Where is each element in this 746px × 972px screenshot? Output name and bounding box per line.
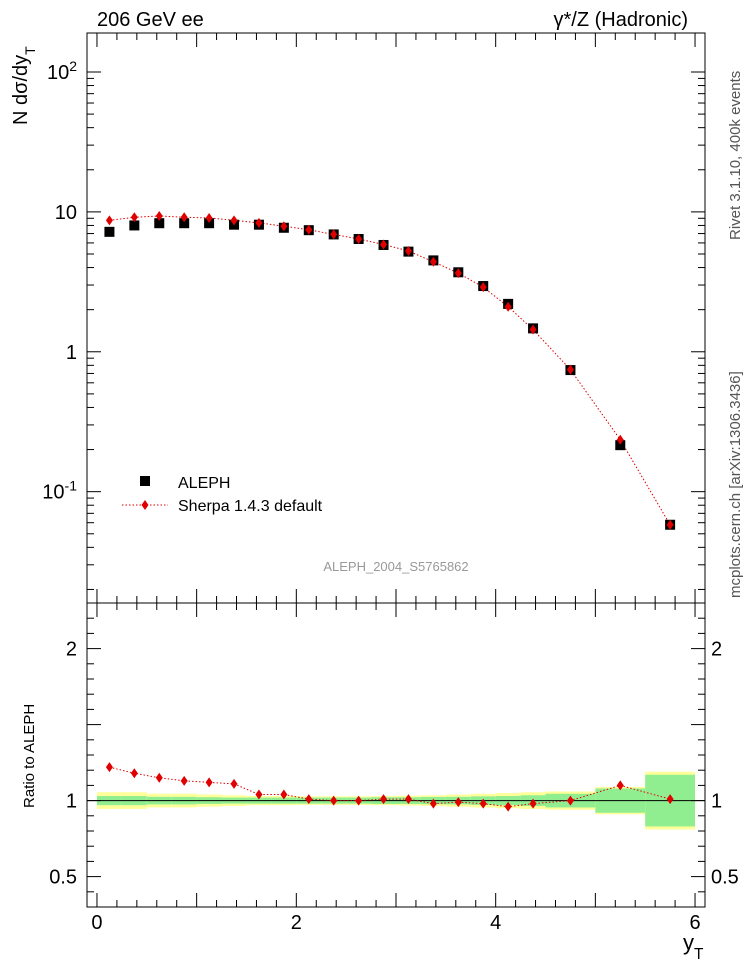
header-right: γ*/Z (Hadronic) xyxy=(554,9,688,31)
sherpa-data-point xyxy=(205,212,213,223)
aleph-data-point xyxy=(179,218,190,229)
ratio-data-point xyxy=(666,794,674,805)
main-y-axis-label: N dσ/dyT xyxy=(10,46,38,125)
aleph-data-point xyxy=(204,218,215,229)
x-tick-label: 2 xyxy=(291,912,302,934)
legend-sherpa-label: Sherpa 1.4.3 default xyxy=(178,498,323,515)
aleph-data-point xyxy=(129,220,140,231)
aleph-data-point xyxy=(615,440,626,451)
sherpa-data-point xyxy=(330,229,338,240)
ratio-data-point xyxy=(429,798,437,809)
sherpa-data-point xyxy=(280,221,288,232)
sherpa-data-point xyxy=(404,246,412,257)
ratio-data-point xyxy=(355,795,363,806)
sherpa-data-point xyxy=(429,256,437,267)
ratio-data-point xyxy=(305,794,313,805)
sherpa-data-point xyxy=(380,239,388,250)
mcplots-label: mcplots.cern.ch [arXiv:1306.3436] xyxy=(727,371,744,598)
ratio-data-point xyxy=(130,768,138,779)
sherpa-data-point xyxy=(305,224,313,235)
y-tick-label: 10 xyxy=(55,202,77,224)
ratio-y-tick-label: 2 xyxy=(66,639,77,661)
y-tick-label: 102 xyxy=(47,58,77,84)
ratio-data-point xyxy=(280,789,288,800)
sherpa-data-point xyxy=(566,364,574,375)
rivet-version-label: Rivet 3.1.10, 400k events xyxy=(727,70,744,240)
aleph-data-point xyxy=(104,226,115,237)
ratio-data-point xyxy=(504,801,512,812)
sherpa-data-point xyxy=(130,212,138,223)
ratio-plot-frame xyxy=(86,602,706,908)
x-tick-label: 6 xyxy=(689,912,700,934)
sherpa-data-point xyxy=(454,268,462,279)
ratio-data-point xyxy=(105,762,113,773)
ratio-data-point xyxy=(255,789,263,800)
ratio-data-point xyxy=(180,775,188,786)
ratio-data-point xyxy=(454,797,462,808)
y-tick-label: 10-1 xyxy=(42,478,77,504)
sherpa-data-point xyxy=(105,215,113,226)
legend-sherpa-marker xyxy=(141,500,149,510)
ratio-data-point xyxy=(616,780,624,791)
ratio-data-point xyxy=(529,798,537,809)
sherpa-data-point xyxy=(479,282,487,293)
ratio-data-point xyxy=(205,777,213,788)
x-axis-label: yT xyxy=(683,930,704,963)
sherpa-data-point xyxy=(230,215,238,226)
sherpa-data-point xyxy=(255,217,263,228)
aleph-data-point xyxy=(154,218,165,229)
main-plot-frame xyxy=(86,32,706,604)
ratio-data-point xyxy=(566,795,574,806)
ratio-data-point xyxy=(380,794,388,805)
legend-aleph-marker xyxy=(140,476,150,486)
analysis-watermark: ALEPH_2004_S5765862 xyxy=(323,559,468,574)
header-left: 206 GeV ee xyxy=(97,9,204,31)
x-tick-label: 0 xyxy=(91,912,102,934)
ratio-data-point xyxy=(230,778,238,789)
sherpa-data-point xyxy=(180,212,188,223)
ratio-y-tick-label-right: 1 xyxy=(711,791,722,813)
ratio-y-tick-label: 0.5 xyxy=(49,867,77,889)
sherpa-data-point xyxy=(504,301,512,312)
ratio-data-point xyxy=(330,795,338,806)
sherpa-data-point xyxy=(355,233,363,244)
ratio-y-axis-label: Ratio to ALEPH xyxy=(21,704,38,808)
x-tick-label: 4 xyxy=(490,912,501,934)
legend-aleph-label: ALEPH xyxy=(178,475,230,492)
ratio-data-point xyxy=(155,772,163,783)
ratio-y-tick-label-right: 0.5 xyxy=(711,867,739,889)
sherpa-data-point xyxy=(666,519,674,530)
ratio-data-point xyxy=(404,794,412,805)
sherpa-data-point xyxy=(155,210,163,221)
ratio-y-tick-label: 1 xyxy=(66,791,77,813)
y-tick-label: 1 xyxy=(66,342,77,364)
sherpa-data-point xyxy=(529,324,537,335)
ratio-data-point xyxy=(479,798,487,809)
ratio-y-tick-label-right: 2 xyxy=(711,639,722,661)
sherpa-data-point xyxy=(616,434,624,445)
